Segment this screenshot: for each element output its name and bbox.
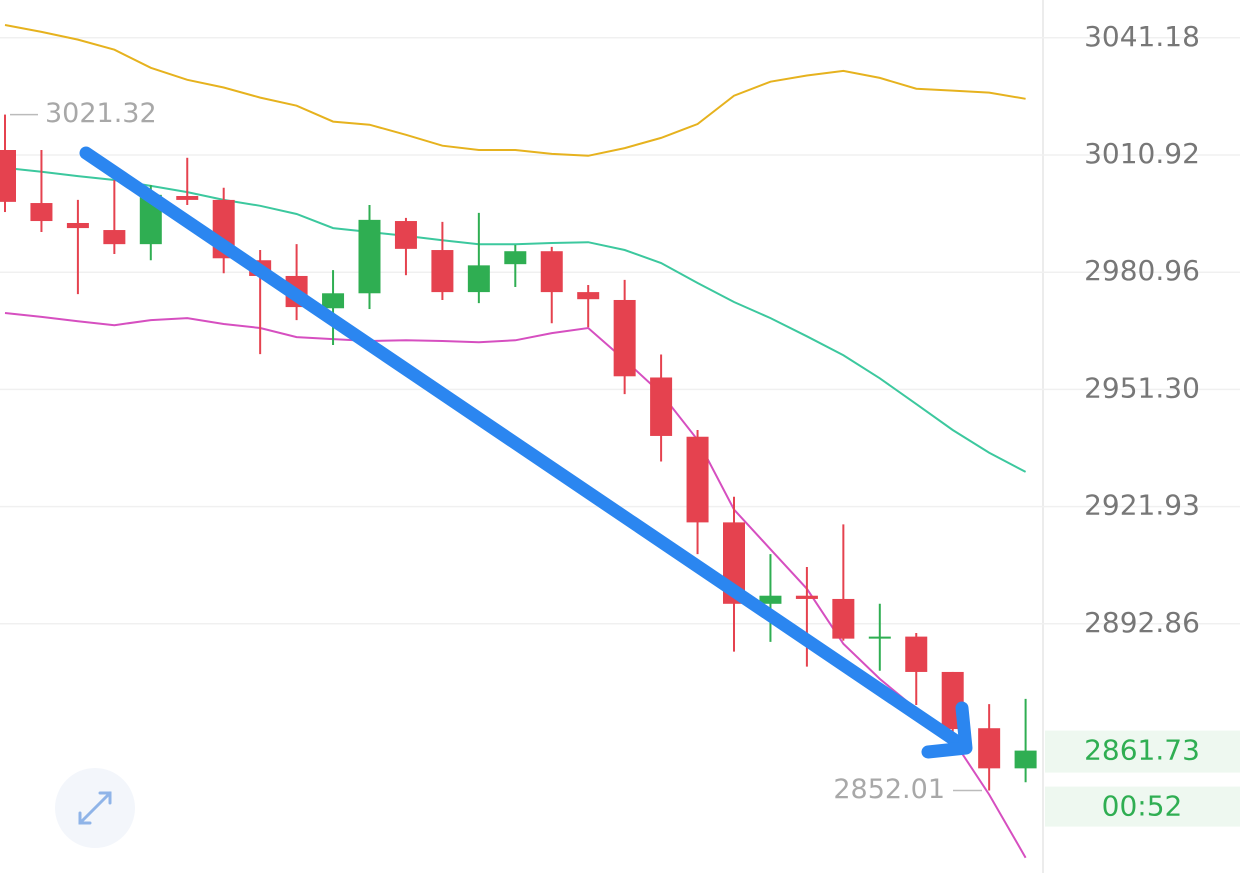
band-line — [4, 24, 1026, 157]
y-tick-label: 2921.93 — [1084, 489, 1200, 522]
candle-body — [176, 196, 199, 200]
candle-body — [30, 203, 53, 222]
candle-body — [905, 636, 928, 672]
y-tick-label: 3010.92 — [1084, 137, 1200, 170]
candle-body — [868, 636, 891, 639]
candle-body — [1014, 750, 1037, 769]
candle-body — [358, 219, 381, 294]
candle-body — [577, 292, 600, 300]
min-label: 2852.01 — [833, 774, 945, 805]
countdown-box — [1045, 786, 1240, 827]
last-price-label: 2861.73 — [1084, 734, 1200, 767]
bands — [4, 24, 1027, 859]
y-tick-label: 3041.18 — [1084, 20, 1200, 53]
candle-body — [795, 595, 818, 599]
candle-body — [103, 230, 126, 245]
countdown-label: 00:52 — [1102, 790, 1183, 823]
expand-button[interactable] — [55, 768, 135, 848]
labels: 3041.18 3010.92 2980.96 2951.30 2921.93 2892.… — [10, 20, 1240, 827]
y-tick-label: 2980.96 — [1084, 254, 1200, 287]
candle-body — [66, 222, 89, 229]
y-tick-label: 2892.86 — [1084, 606, 1200, 639]
y-tick-label: 2951.30 — [1084, 371, 1200, 404]
arrow-shaft — [79, 146, 969, 752]
last-price-box — [1045, 730, 1240, 773]
band-line — [4, 166, 1027, 473]
trend-arrow — [79, 146, 973, 759]
band-line — [4, 312, 1027, 859]
candle-body — [686, 436, 709, 523]
candle-body — [467, 265, 490, 293]
candle-body — [0, 150, 16, 202]
expand-icon — [78, 791, 112, 825]
candle-body — [613, 299, 636, 377]
candle-body — [431, 250, 454, 293]
candle-body — [540, 251, 563, 293]
candle-body — [394, 221, 417, 249]
candle-body — [759, 595, 782, 604]
candle-body — [650, 377, 673, 436]
max-label: 3021.32 — [45, 98, 157, 129]
candle-body — [978, 728, 1001, 769]
candle-body — [832, 598, 855, 639]
candle-body — [504, 251, 527, 265]
arrow-head — [921, 701, 973, 759]
candle-body — [322, 293, 345, 309]
